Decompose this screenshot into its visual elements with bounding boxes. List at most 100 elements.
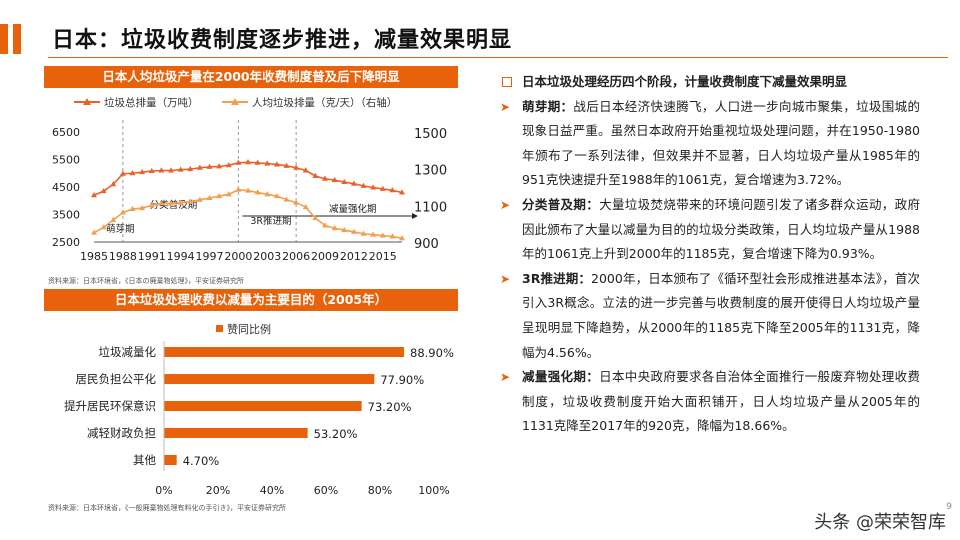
x-tick-label: 2000 [224, 250, 252, 263]
legend-label-1: 垃圾总排量（万吨） [104, 96, 199, 109]
y-right-tick-label: 900 [414, 237, 439, 252]
phase-body: 战后日本经济快速腾飞，人口进一步向城市聚集，垃圾围城的现象日益严重。虽然日本政府… [522, 98, 920, 188]
series-2-point [148, 202, 155, 208]
series-1-point [283, 162, 290, 168]
series-1-point [264, 160, 271, 166]
phase-item-3: ➤ 3R推进期：2000年，日本颁布了《循环型社会形成推进基本法》，首次引入3R概… [500, 267, 920, 365]
series-2-point [235, 186, 242, 192]
y-left-tick-label: 6500 [52, 126, 80, 139]
line-legend: 垃圾总排量（万吨） 人均垃圾排量（克/天）（右轴） [74, 96, 397, 109]
series-1-point [158, 167, 165, 173]
series-1-point [235, 159, 242, 165]
series-2-point [360, 230, 367, 236]
series-1-point [341, 178, 348, 185]
arrow-bullet-icon: ➤ [500, 271, 511, 286]
series-1-point [100, 187, 107, 194]
y-right-tick-label: 1500 [414, 127, 447, 142]
series-2-point [216, 192, 223, 199]
x-tick-label: 2012 [340, 250, 368, 263]
series-1-point [177, 166, 184, 172]
line-chart: 垃圾总排量（万吨） 人均垃圾排量（克/天）（右轴） 2500 3500 4500 5500… [52, 96, 447, 263]
x-tick-label: 1988 [109, 250, 137, 263]
phase-label: 萌芽期： [522, 98, 574, 114]
phase-item-4: ➤ 减量强化期：日本中央政府要求各自治体全面推行一般废弃物处理收费制度，垃圾收费制… [500, 365, 920, 439]
series-2-point [389, 233, 396, 239]
series-2-point [322, 222, 328, 228]
x-tick-label: 2015 [369, 250, 397, 263]
series-1-point [148, 167, 155, 174]
series-1-point [312, 172, 319, 178]
legend-marker-2 [231, 98, 239, 105]
series-1-point [302, 167, 309, 173]
phase-label: 3R推进期： [522, 270, 592, 286]
phase-body: 大量垃圾焚烧带来的环境问题引发了诸多群众运动，政府因此颁布了大量以减量为目的的垃… [522, 196, 920, 262]
y-right-tick-label: 1300 [414, 164, 447, 179]
series-2-point [225, 191, 232, 197]
phase-label: 分类普及期： [522, 196, 600, 212]
y-right-tick-label: 1100 [414, 200, 447, 215]
bar-x-tick-label: 40% [260, 484, 284, 497]
page-title: 日本：垃圾收费制度逐步推进，减量效果明显 [52, 28, 513, 53]
series-1-point [370, 184, 377, 190]
bar-chart-source: 资料来源：日本环境省，《一般廃棄物処理有料化の手引き》，平安证券研究所 [48, 504, 286, 512]
series-1-point [293, 164, 300, 170]
bar [164, 347, 405, 357]
series-2-point [91, 229, 97, 235]
x-tick-label: 2006 [282, 250, 310, 263]
page-number: 9 [946, 502, 952, 512]
series-2-point [331, 225, 338, 231]
series-1-point [360, 182, 367, 188]
bar-x-tick-label: 20% [206, 484, 230, 497]
bar-category-label: 垃圾减量化 [99, 345, 157, 359]
series-2-point [119, 209, 126, 215]
series-1-point [129, 170, 136, 176]
x-tick-label: 1991 [138, 250, 166, 263]
series-2-point [293, 199, 300, 205]
series-1-point [206, 163, 213, 169]
series-1-point [322, 175, 328, 181]
phase-body: 2000年，日本颁布了《循环型社会形成推进基本法》，首次引入3R概念。立法的进一… [522, 270, 920, 360]
bar-category-label: 提升居民环保意识 [64, 399, 156, 413]
x-tick-label: 1985 [80, 250, 108, 263]
bar-category-label: 居民负担公平化 [76, 372, 157, 386]
bar-legend-swatch [216, 325, 223, 332]
phase-body: 日本中央政府要求各自治体全面推行一般废弃物处理收费制度，垃圾收费制度开始大面积铺… [522, 369, 920, 434]
series-2-point [206, 194, 213, 200]
series-2-point [100, 224, 107, 230]
series-1-point [187, 165, 194, 172]
series-1-point [331, 176, 338, 183]
phase-label-1: 萌芽期 [106, 223, 135, 235]
series-1-point [196, 164, 203, 170]
series-2-point [312, 214, 319, 221]
x-tick-label: 1994 [167, 250, 195, 263]
series-2-point [177, 199, 184, 205]
text-heading: 日本垃圾处理经历四个阶段，计量收费制度下减量效果明显 [500, 70, 920, 95]
bar [164, 428, 308, 438]
series-2-point [110, 216, 117, 222]
series-1-point [119, 170, 126, 176]
bar-value-label: 4.70% [183, 454, 220, 468]
phase-label-4: 减量强化期 [329, 203, 377, 215]
bar-legend-label: 赞同比例 [227, 322, 271, 336]
series-2-point [399, 235, 405, 241]
x-tick-label: 2003 [253, 250, 281, 263]
series-1-point [110, 181, 117, 187]
series-2-point [341, 226, 348, 233]
bar-x-tick-label: 60% [314, 484, 338, 497]
series-2-point [139, 204, 146, 211]
bar-category-label: 减轻财政负担 [87, 426, 156, 440]
bar-x-tick-label: 100% [418, 484, 449, 497]
x-tick-label: 2009 [311, 250, 339, 263]
series-2-point [283, 196, 290, 202]
x-tick-label: 1997 [196, 250, 224, 263]
series-2-point [302, 203, 309, 210]
series-1-point [245, 159, 251, 165]
bar [164, 455, 177, 465]
series-1-point [216, 163, 223, 169]
bar-value-label: 77.90% [380, 373, 424, 387]
bar-x-tick-label: 80% [368, 484, 392, 497]
series-2-point [168, 200, 174, 206]
series-1-point [168, 167, 174, 173]
series-2-point [273, 192, 280, 199]
